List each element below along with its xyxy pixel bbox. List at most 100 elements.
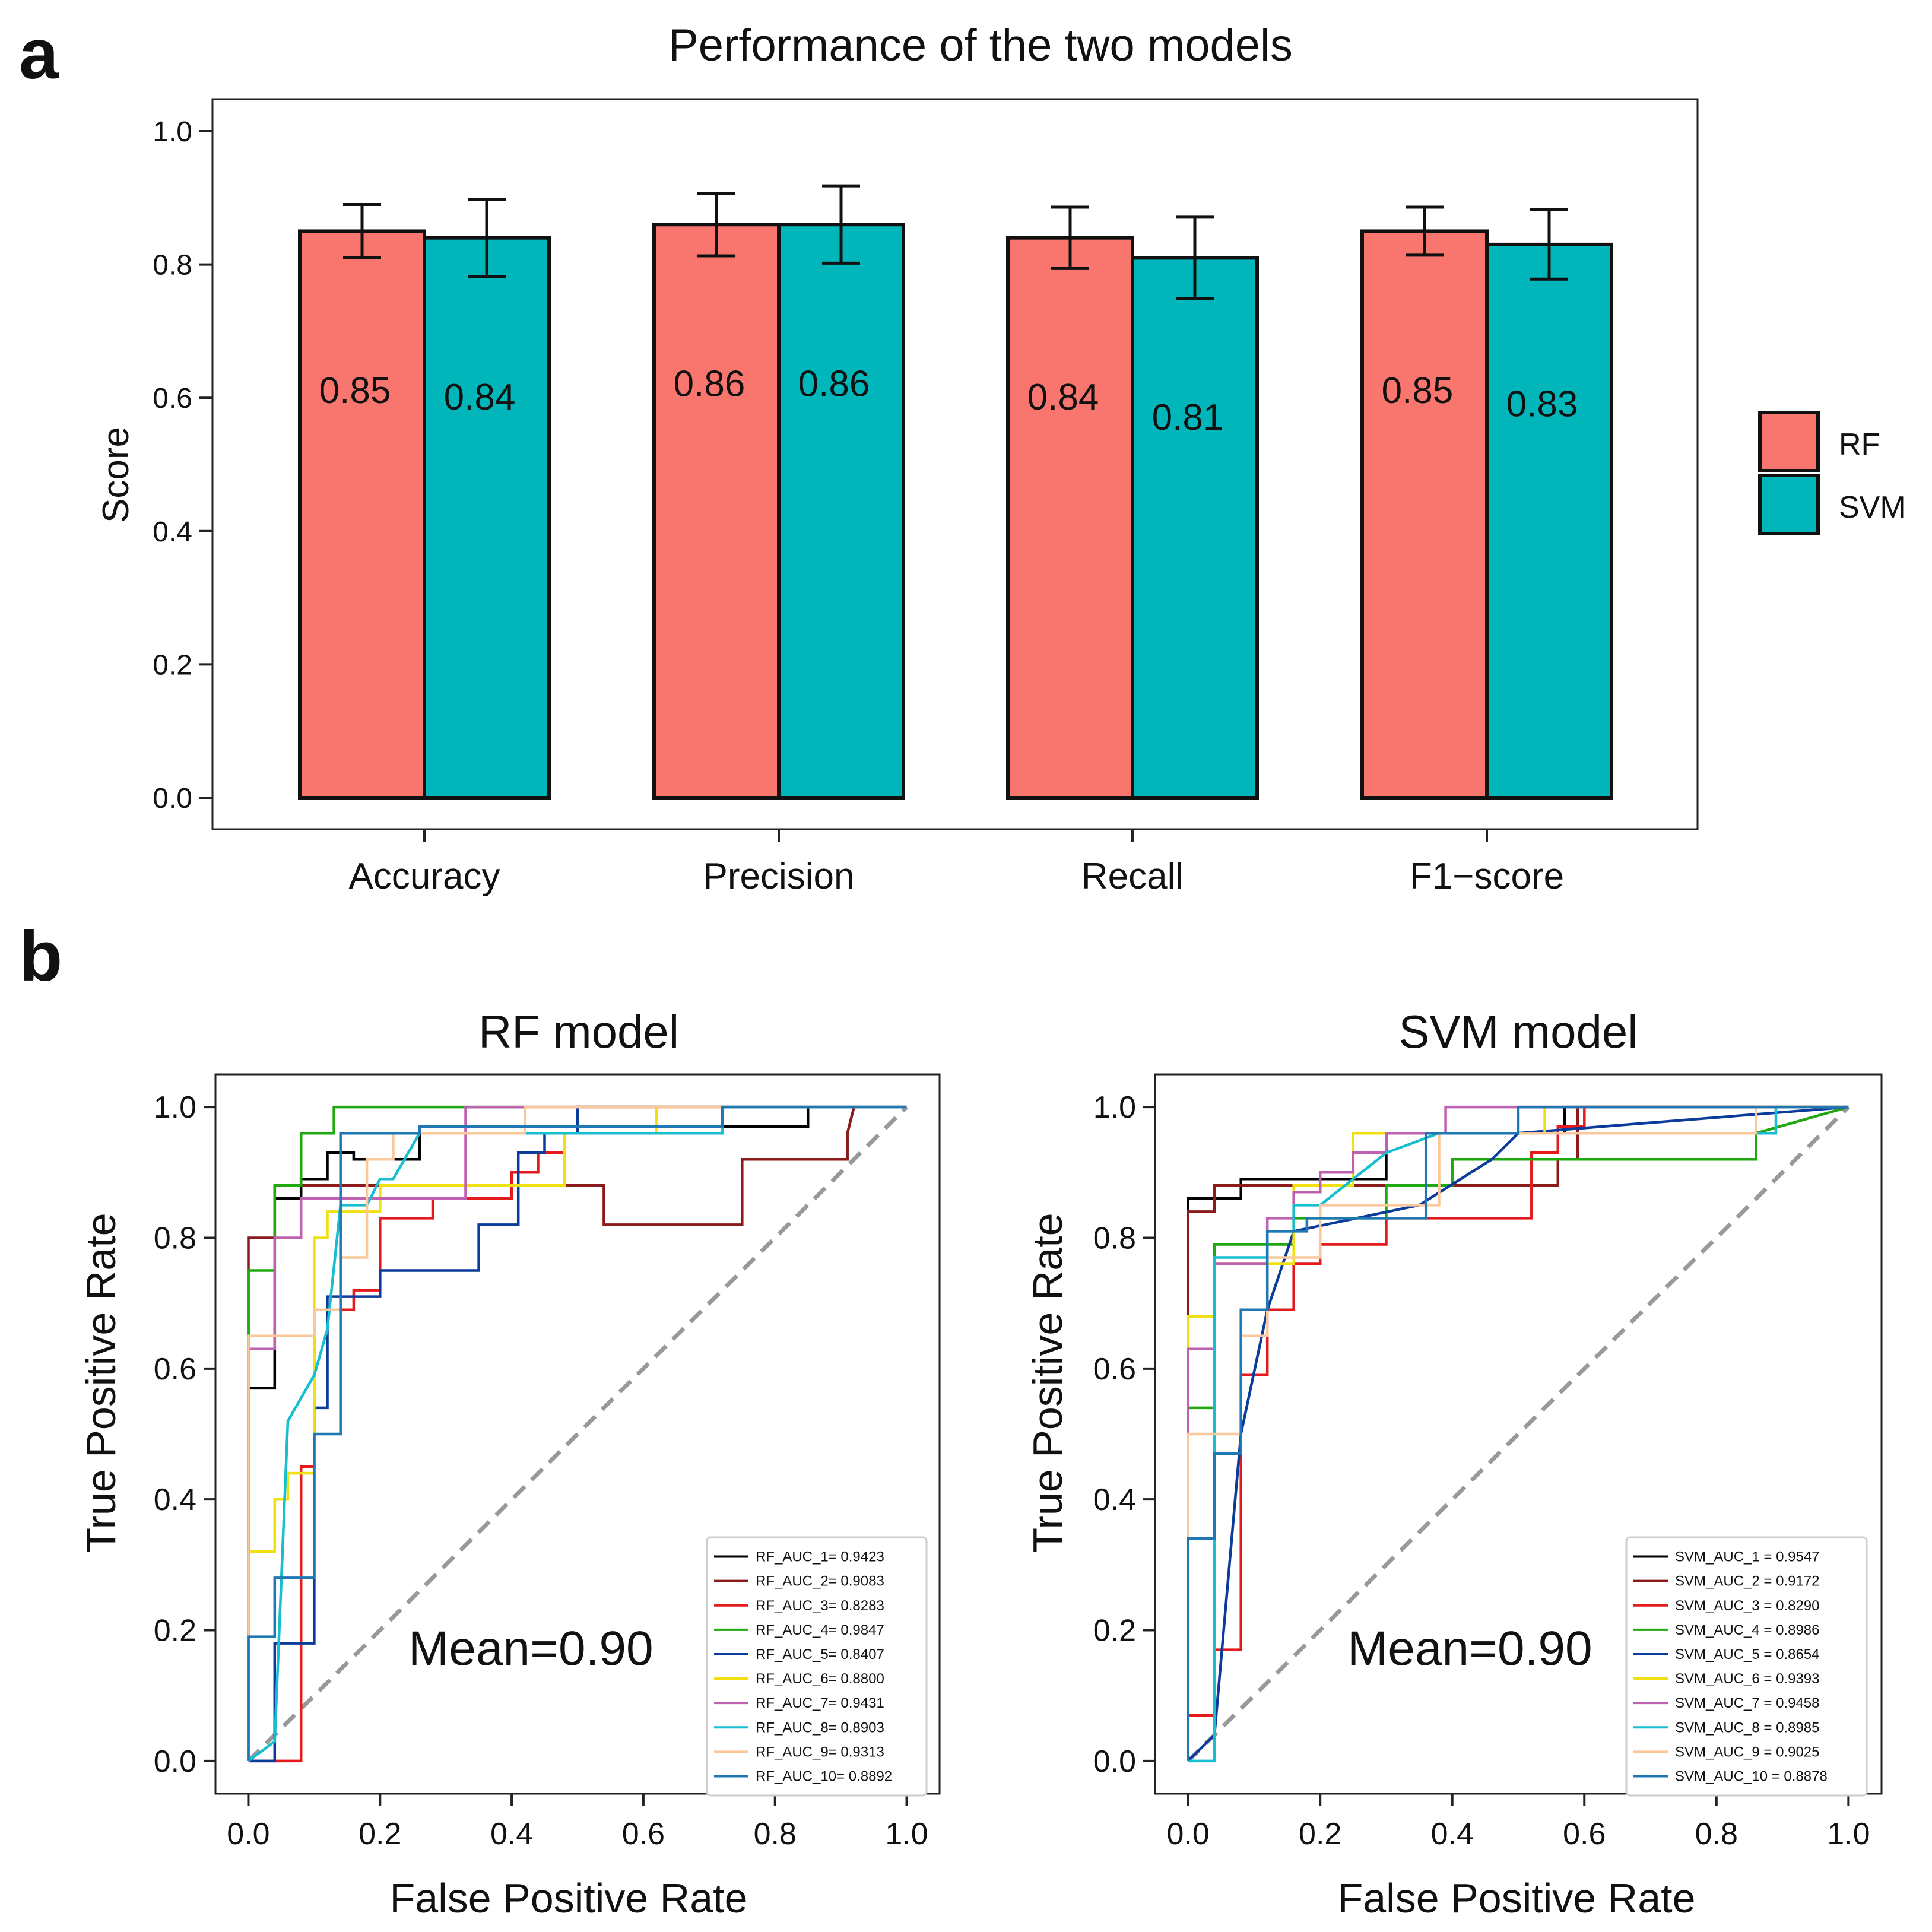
y-tick-label: 0.4 bbox=[1093, 1483, 1136, 1517]
panel-label-a: a bbox=[19, 14, 59, 94]
roc-chart-svm: SVM model False Positive Rate True Posit… bbox=[1024, 1005, 1883, 1921]
bar-svm bbox=[423, 236, 551, 800]
roc-curve-4 bbox=[247, 1105, 907, 1761]
roc-rf-xlabel: False Positive Rate bbox=[389, 1875, 747, 1921]
bar-value-label: 0.85 bbox=[1382, 370, 1454, 411]
bar-svm bbox=[1485, 242, 1613, 800]
legend-label-4: SVM_AUC_4 = 0.8986 bbox=[1675, 1622, 1819, 1638]
bar-rf bbox=[652, 223, 781, 800]
legend-label-1: RF_AUC_1= 0.9423 bbox=[756, 1549, 884, 1565]
y-tick-label: 0.2 bbox=[154, 1614, 196, 1648]
y-tick-label: 0.2 bbox=[1093, 1614, 1136, 1648]
roc-rf-ylabel: True Positive Rate bbox=[78, 1213, 124, 1553]
x-tick-label: F1−score bbox=[1410, 856, 1564, 897]
roc-curve-10 bbox=[247, 1105, 907, 1761]
x-tick-label: 0.6 bbox=[1563, 1817, 1606, 1851]
bar-value-label: 0.86 bbox=[674, 364, 745, 405]
legend-label-10: SVM_AUC_10 = 0.8878 bbox=[1675, 1768, 1828, 1784]
roc-legend-box bbox=[1625, 1536, 1868, 1797]
chance-diagonal-line bbox=[1187, 1105, 1850, 1763]
y-tick-label: 1.0 bbox=[153, 116, 192, 148]
roc-curve-5 bbox=[248, 1105, 907, 1763]
y-tick-label: 0.8 bbox=[153, 250, 192, 281]
bar-legend: RF SVM bbox=[1758, 411, 1906, 535]
bar-plot-area: 0.0 0.2 0.4 0.6 0.8 1.0 Accuracy 0.85 0.84 Precis… bbox=[153, 98, 1699, 897]
bar-rf bbox=[298, 229, 426, 800]
bar-svm bbox=[1131, 256, 1259, 800]
legend-label-7: RF_AUC_7= 0.9431 bbox=[756, 1695, 884, 1711]
legend-label-9: RF_AUC_9= 0.9313 bbox=[756, 1744, 884, 1760]
x-tick-label: 0.4 bbox=[1431, 1817, 1474, 1851]
legend-label-6: RF_AUC_6= 0.8800 bbox=[756, 1671, 884, 1687]
roc-plot-frame bbox=[214, 1073, 941, 1795]
bar-value-label: 0.84 bbox=[444, 377, 516, 418]
roc-plot-frame bbox=[1154, 1073, 1883, 1795]
legend-label-6: SVM_AUC_6 = 0.9393 bbox=[1675, 1671, 1819, 1687]
bar-value-label: 0.85 bbox=[319, 370, 391, 411]
y-tick-label: 0.2 bbox=[153, 649, 192, 681]
x-tick-label: 0.8 bbox=[754, 1817, 797, 1851]
roc-legend-box bbox=[706, 1536, 928, 1797]
bar-rf bbox=[1360, 229, 1489, 800]
bar-svm bbox=[777, 223, 905, 800]
panel-label-b: b bbox=[19, 916, 62, 996]
y-tick-label: 0.8 bbox=[154, 1221, 196, 1255]
legend-label-rf: RF bbox=[1839, 427, 1880, 462]
roc-svm-xlabel: False Positive Rate bbox=[1337, 1875, 1695, 1921]
y-tick-label: 0.0 bbox=[1093, 1744, 1136, 1779]
x-tick-label: 0.6 bbox=[622, 1817, 665, 1851]
legend-label-9: SVM_AUC_9 = 0.9025 bbox=[1675, 1744, 1819, 1760]
roc-svm-mean-annotation: Mean=0.90 bbox=[1347, 1622, 1592, 1676]
legend-swatch-rf bbox=[1758, 411, 1820, 472]
legend-label-2: RF_AUC_2= 0.9083 bbox=[756, 1573, 884, 1590]
legend-label-4: RF_AUC_4= 0.9847 bbox=[756, 1622, 884, 1638]
bar-value-label: 0.84 bbox=[1027, 377, 1099, 418]
x-tick-label: 0.0 bbox=[1166, 1817, 1209, 1851]
bar-value-label: 0.83 bbox=[1506, 383, 1578, 424]
legend-label-1: SVM_AUC_1 = 0.9547 bbox=[1675, 1549, 1819, 1565]
y-tick-label: 0.6 bbox=[1093, 1352, 1136, 1387]
roc-rf-plot-area: 0.0 0.2 0.4 0.6 0.8 1.0 0.0 0.2 0.4 0.6 0.8 1.0 RF_A… bbox=[154, 1073, 941, 1851]
y-tick-label: 1.0 bbox=[154, 1090, 196, 1125]
roc-rf-title: RF model bbox=[478, 1005, 679, 1058]
bar-value-label: 0.86 bbox=[798, 364, 870, 405]
bar-chart: Performance of the two models Score 0.00… bbox=[96, 20, 1906, 897]
y-tick-label: 0.0 bbox=[154, 1744, 196, 1779]
roc-curve-9 bbox=[1187, 1105, 1849, 1761]
y-tick-label: 0.4 bbox=[153, 516, 192, 548]
chance-diagonal-line bbox=[246, 1105, 909, 1763]
bar-chart-title: Performance of the two models bbox=[668, 20, 1293, 71]
x-tick-label: 0.2 bbox=[1299, 1817, 1341, 1851]
legend-label-7: SVM_AUC_7 = 0.9458 bbox=[1675, 1695, 1819, 1711]
legend-label-8: RF_AUC_8= 0.8903 bbox=[756, 1720, 884, 1736]
y-tick-label: 0.6 bbox=[153, 383, 192, 414]
y-tick-label: 0.8 bbox=[1093, 1221, 1136, 1255]
x-tick-label: 0.0 bbox=[227, 1817, 269, 1851]
bar-plot-frame bbox=[211, 98, 1699, 830]
roc-curve-3 bbox=[1187, 1105, 1849, 1761]
roc-curve-1 bbox=[1187, 1105, 1849, 1761]
x-tick-label: Accuracy bbox=[349, 856, 500, 897]
x-tick-label: 1.0 bbox=[885, 1817, 928, 1851]
bar-value-label: 0.81 bbox=[1152, 397, 1224, 438]
roc-svm-plot-area: 0.0 0.2 0.4 0.6 0.8 1.0 0.0 0.2 0.4 0.6 0.8 1.0 SVM_… bbox=[1093, 1073, 1883, 1851]
x-tick-label: Recall bbox=[1081, 856, 1184, 897]
legend-label-2: SVM_AUC_2 = 0.9172 bbox=[1675, 1573, 1819, 1590]
roc-curve-10 bbox=[1187, 1105, 1849, 1761]
legend-label-8: SVM_AUC_8 = 0.8985 bbox=[1675, 1720, 1819, 1736]
roc-chart-rf: RF model False Positive Rate True Positi… bbox=[78, 1005, 941, 1921]
y-tick-label: 0.0 bbox=[153, 783, 192, 814]
roc-svm-title: SVM model bbox=[1398, 1005, 1638, 1058]
roc-curve-2 bbox=[1187, 1105, 1849, 1761]
legend-label-5: SVM_AUC_5 = 0.8654 bbox=[1675, 1647, 1819, 1663]
x-tick-label: 0.4 bbox=[490, 1817, 533, 1851]
legend-label-3: SVM_AUC_3 = 0.8290 bbox=[1675, 1598, 1819, 1614]
x-tick-label: Precision bbox=[703, 856, 855, 897]
y-tick-label: 1.0 bbox=[1093, 1090, 1136, 1125]
roc-curve-7 bbox=[247, 1105, 907, 1761]
roc-curve-9 bbox=[247, 1105, 907, 1761]
roc-rf-mean-annotation: Mean=0.90 bbox=[408, 1622, 653, 1676]
legend-swatch-svm bbox=[1758, 474, 1820, 535]
legend-label-svm: SVM bbox=[1839, 490, 1906, 525]
